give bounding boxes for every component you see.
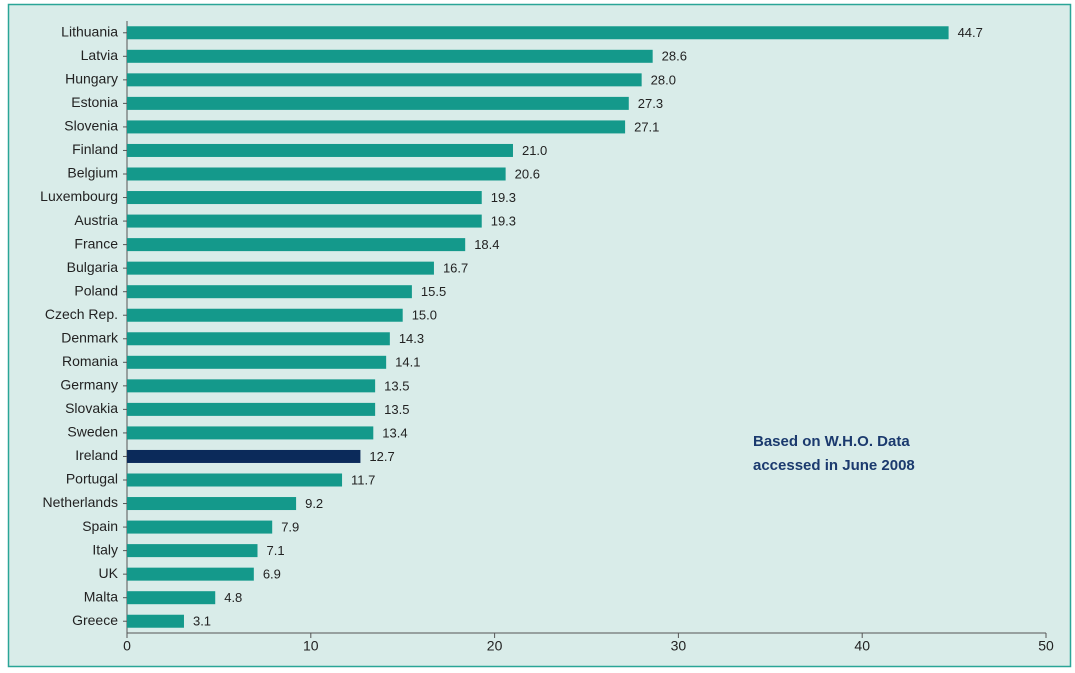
x-tick-label: 40: [854, 638, 870, 654]
bar: [127, 567, 254, 581]
value-label: 9.2: [305, 496, 323, 511]
bar: [127, 285, 412, 299]
bar: [127, 96, 629, 110]
value-label: 27.1: [634, 119, 659, 134]
y-tick-label: Slovakia: [65, 400, 118, 416]
value-label: 44.7: [958, 25, 983, 40]
bar: [127, 379, 376, 393]
y-tick-label: Greece: [72, 612, 118, 628]
bar: [127, 614, 184, 628]
value-label: 7.9: [281, 520, 299, 535]
value-label: 14.1: [395, 355, 420, 370]
x-tick-label: 10: [303, 638, 319, 654]
x-tick-label: 0: [123, 638, 131, 654]
value-label: 18.4: [474, 237, 499, 252]
value-label: 27.3: [638, 96, 663, 111]
x-tick-label: 30: [671, 638, 687, 654]
bar: [127, 449, 361, 463]
y-tick-label: Poland: [74, 282, 118, 298]
y-tick-label: Estonia: [71, 94, 118, 110]
value-label: 7.1: [266, 543, 284, 558]
annotation: Based on W.H.O. Data: [753, 433, 910, 450]
bar: [127, 191, 482, 205]
bar: [127, 214, 482, 228]
y-tick-label: Germany: [60, 377, 118, 393]
y-tick-label: Slovenia: [64, 118, 118, 134]
value-label: 6.9: [263, 567, 281, 582]
value-label: 20.6: [515, 166, 540, 181]
y-tick-label: Hungary: [65, 71, 118, 87]
bar: [127, 120, 626, 134]
y-tick-label: France: [74, 235, 118, 251]
y-tick-label: Portugal: [66, 471, 118, 487]
value-label: 4.8: [224, 590, 242, 605]
y-tick-label: Ireland: [75, 447, 118, 463]
y-tick-label: Finland: [72, 141, 118, 157]
bar: [127, 355, 387, 369]
bar: [127, 402, 376, 416]
y-tick-label: Netherlands: [43, 494, 119, 510]
bar: [127, 473, 343, 487]
value-label: 28.0: [651, 72, 676, 87]
y-tick-label: Lithuania: [61, 23, 118, 39]
bar: [127, 332, 390, 346]
bar: [127, 49, 653, 63]
value-label: 15.0: [412, 308, 437, 323]
bar: [127, 520, 273, 534]
y-tick-label: Spain: [82, 518, 118, 534]
value-label: 12.7: [369, 449, 394, 464]
bar: [127, 26, 949, 40]
bar: [127, 544, 258, 558]
bar: [127, 167, 506, 181]
x-tick-label: 20: [487, 638, 503, 654]
annotation: accessed in June 2008: [753, 457, 915, 474]
y-tick-label: Bulgaria: [67, 259, 119, 275]
value-label: 19.3: [491, 214, 516, 229]
y-tick-label: Austria: [74, 212, 118, 228]
bar: [127, 261, 434, 275]
value-label: 11.7: [351, 472, 375, 487]
y-tick-label: Luxembourg: [40, 188, 118, 204]
bar: [127, 497, 297, 511]
y-tick-label: Czech Rep.: [45, 306, 118, 322]
y-tick-label: Malta: [84, 588, 118, 604]
value-label: 14.3: [399, 331, 424, 346]
bar: [127, 73, 642, 87]
y-tick-label: Romania: [62, 353, 118, 369]
value-label: 21.0: [522, 143, 547, 158]
value-label: 13.5: [384, 378, 409, 393]
y-tick-label: UK: [99, 565, 119, 581]
y-tick-label: Sweden: [67, 424, 118, 440]
y-tick-label: Belgium: [67, 165, 118, 181]
bar: [127, 143, 513, 157]
x-tick-label: 50: [1038, 638, 1054, 654]
y-tick-label: Latvia: [81, 47, 119, 63]
bar: [127, 308, 403, 322]
bar: [127, 426, 374, 440]
value-label: 15.5: [421, 284, 446, 299]
value-label: 13.4: [382, 425, 407, 440]
value-label: 16.7: [443, 261, 468, 276]
value-label: 3.1: [193, 614, 211, 629]
value-label: 13.5: [384, 402, 409, 417]
y-tick-label: Italy: [92, 541, 118, 557]
value-label: 19.3: [491, 190, 516, 205]
y-tick-label: Denmark: [61, 329, 119, 345]
value-label: 28.6: [662, 49, 687, 64]
bar: [127, 238, 466, 252]
bar: [127, 591, 216, 605]
